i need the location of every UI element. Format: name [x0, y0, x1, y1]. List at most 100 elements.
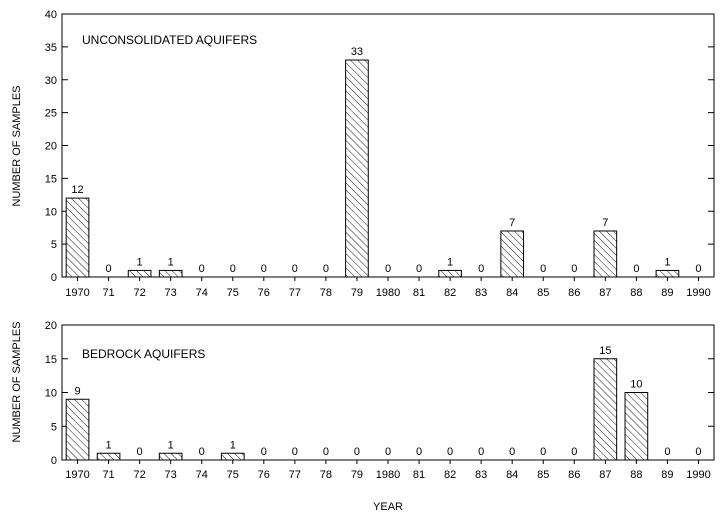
bar-value-label: 0 [664, 446, 670, 458]
x-tick-label: 86 [568, 469, 580, 481]
x-tick-label: 71 [102, 287, 114, 299]
bar-value-label: 0 [478, 263, 484, 275]
bar-value-label: 0 [509, 446, 515, 458]
x-axis-ticks-bottom: 1970 71 72 73 74 75 76 77 78 79 1980 81 82 83 84 85 86 87… [65, 460, 711, 481]
x-tick-label: 1990 [686, 469, 710, 481]
bar [96, 452, 121, 461]
x-tick-label: 81 [413, 469, 425, 481]
bar-value-label: 0 [416, 263, 422, 275]
x-tick-label: 84 [506, 469, 518, 481]
chart-top: UNCONSOLIDATED AQUIFERS NUMBER OF SAMPLE… [11, 9, 715, 299]
x-tick-label: 81 [413, 287, 425, 299]
bars-top: 12 0 1 1 0 0 0 0 0 33 0 0 1 0 7 0 0 7 0 1 0 [65, 46, 702, 278]
y-tick-label: 0 [51, 272, 57, 284]
bar-value-label: 0 [199, 263, 205, 275]
bar-value-label: 1 [106, 439, 112, 451]
bar [593, 358, 618, 461]
bar-value-label: 0 [478, 446, 484, 458]
bar-value-label: 0 [633, 263, 639, 275]
x-tick-label: 1970 [65, 287, 89, 299]
bar [65, 398, 90, 461]
bar-value-label: 12 [71, 184, 83, 196]
x-tick-label: 85 [537, 287, 549, 299]
bar-value-label: 0 [571, 446, 577, 458]
bar-value-label: 15 [599, 345, 611, 357]
x-tick-label: 87 [599, 287, 611, 299]
bar [158, 452, 183, 461]
x-tick-label: 75 [227, 287, 239, 299]
y-tick-label: 15 [45, 173, 57, 185]
bar [500, 230, 525, 278]
y-tick-label: 35 [45, 42, 57, 54]
bar-value-label: 0 [540, 263, 546, 275]
x-tick-label: 86 [568, 287, 580, 299]
bar-value-label: 1 [168, 439, 174, 451]
y-tick-label: 20 [45, 141, 57, 153]
bar-value-label: 1 [137, 256, 143, 268]
bar-value-label: 0 [137, 446, 143, 458]
x-tick-label: 79 [351, 287, 363, 299]
bar-value-label: 0 [199, 446, 205, 458]
bar-value-label: 0 [354, 446, 360, 458]
bar-value-label: 0 [292, 446, 298, 458]
x-tick-label: 1990 [686, 287, 710, 299]
bar-value-label: 33 [351, 46, 363, 58]
x-tick-label: 88 [630, 287, 642, 299]
bar [345, 59, 369, 278]
x-tick-label: 1970 [65, 469, 89, 481]
bar-value-label: 0 [416, 446, 422, 458]
x-tick-label: 88 [630, 469, 642, 481]
x-tick-label: 82 [444, 287, 456, 299]
bar-value-label: 1 [230, 439, 236, 451]
x-axis-label: YEAR [373, 501, 403, 513]
bar-value-label: 0 [447, 446, 453, 458]
x-tick-label: 1980 [376, 469, 400, 481]
x-axis-ticks-top: 1970 71 72 73 74 75 76 77 78 79 1980 81 82 83 84 85 86 87… [65, 277, 711, 299]
x-tick-label: 78 [320, 469, 332, 481]
x-tick-label: 74 [196, 469, 208, 481]
x-tick-label: 89 [661, 287, 673, 299]
bar-value-label: 0 [695, 263, 701, 275]
bar-value-label: 0 [540, 446, 546, 458]
x-tick-label: 74 [196, 287, 208, 299]
bar-value-label: 7 [602, 217, 608, 229]
x-tick-label: 72 [133, 469, 145, 481]
y-tick-label: 10 [45, 206, 57, 218]
x-tick-label: 73 [165, 469, 177, 481]
bar [624, 392, 649, 461]
y-axis-label-top: NUMBER OF SAMPLES [11, 85, 23, 206]
y-tick-label: 25 [45, 108, 57, 120]
y-tick-label: 30 [45, 75, 57, 87]
panel-title-top: UNCONSOLIDATED AQUIFERS [82, 33, 257, 47]
bar [127, 269, 152, 278]
bar [65, 197, 90, 278]
x-tick-label: 78 [320, 287, 332, 299]
y-axis-label-bottom: NUMBER OF SAMPLES [11, 321, 23, 442]
bar-value-label: 0 [292, 263, 298, 275]
bar [158, 269, 183, 278]
y-tick-label: 0 [51, 455, 57, 467]
bar-value-label: 1 [447, 256, 453, 268]
bar-value-label: 0 [385, 263, 391, 275]
bar [593, 230, 618, 278]
bar-value-label: 7 [509, 217, 515, 229]
x-tick-label: 83 [475, 469, 487, 481]
panel-title-bottom: BEDROCK AQUIFERS [82, 347, 205, 361]
x-tick-label: 75 [227, 469, 239, 481]
x-tick-label: 73 [165, 287, 177, 299]
bar-value-label: 0 [695, 446, 701, 458]
bar-value-label: 0 [571, 263, 577, 275]
bar-value-label: 0 [261, 446, 267, 458]
x-tick-label: 76 [258, 469, 270, 481]
y-tick-label: 40 [45, 9, 57, 21]
y-tick-label: 15 [45, 354, 57, 366]
y-tick-label: 5 [51, 239, 57, 251]
bar-value-label: 0 [385, 446, 391, 458]
x-tick-label: 1980 [376, 287, 400, 299]
bar-value-label: 0 [323, 263, 329, 275]
bar-value-label: 0 [230, 263, 236, 275]
bar-value-label: 9 [74, 385, 80, 397]
